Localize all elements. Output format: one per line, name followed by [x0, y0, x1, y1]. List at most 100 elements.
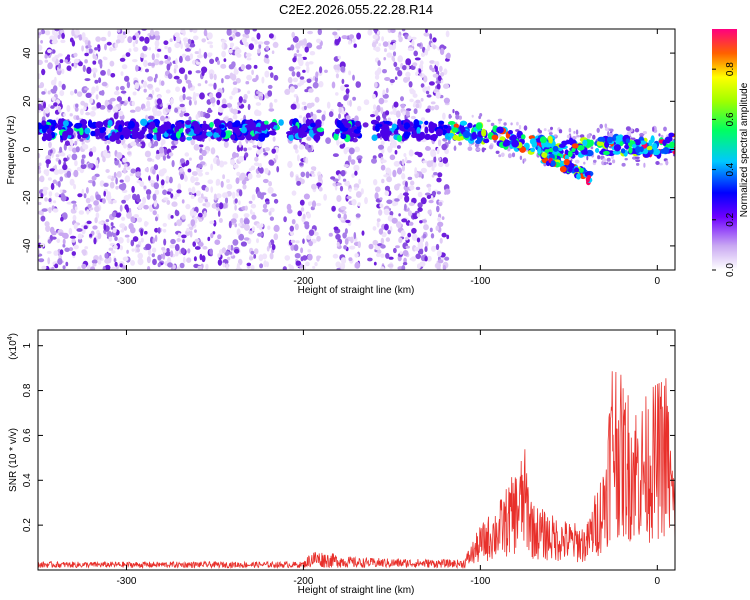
noise-dot — [260, 147, 264, 153]
noise-dot — [73, 52, 78, 58]
noise-dot — [40, 193, 44, 198]
noise-dot — [182, 239, 185, 244]
noise-dot — [154, 189, 160, 195]
noise-dot — [147, 248, 152, 256]
noise-dot — [250, 203, 257, 209]
ridge-blob — [41, 126, 48, 133]
noise-dot — [47, 90, 51, 95]
noise-dot — [221, 50, 227, 58]
noise-dot — [389, 211, 394, 216]
noise-dot — [335, 92, 339, 96]
noise-dot — [268, 211, 272, 216]
noise-dot — [193, 35, 199, 41]
noise-dot — [407, 176, 413, 180]
noise-dot — [316, 109, 322, 114]
noise-dot — [89, 110, 96, 117]
noise-dot — [247, 90, 251, 95]
ridge-blob — [174, 125, 180, 134]
noise-dot — [348, 188, 352, 193]
ridge-blob — [119, 134, 124, 140]
ridge-blob — [42, 132, 48, 137]
noise-dot — [179, 55, 183, 64]
ridge-blob — [231, 121, 240, 128]
noise-dot — [136, 247, 141, 253]
noise-dot — [174, 243, 180, 252]
ridge-blob — [248, 118, 254, 127]
noise-dot — [574, 159, 580, 164]
noise-dot — [248, 256, 254, 261]
snr-exponent-label: (x104) — [7, 333, 19, 360]
noise-dot — [243, 147, 248, 152]
noise-dot — [119, 245, 123, 251]
noise-dot — [146, 96, 152, 101]
noise-dot — [374, 81, 378, 88]
noise-dot — [305, 61, 310, 67]
noise-dot — [85, 112, 91, 116]
noise-dot — [337, 101, 342, 108]
ridge-blob — [371, 134, 378, 141]
noise-dot — [354, 261, 361, 269]
noise-dot — [426, 94, 432, 98]
ridge-blob — [429, 121, 434, 127]
noise-dot — [486, 119, 491, 123]
noise-dot — [93, 72, 96, 78]
noise-dot — [205, 186, 209, 192]
noise-dot — [342, 232, 347, 239]
noise-dot — [420, 167, 427, 174]
ridge-blob — [195, 129, 200, 135]
x-tick-label: 0 — [655, 276, 661, 287]
noise-dot — [257, 140, 263, 148]
noise-dot — [126, 81, 131, 89]
noise-dot — [201, 149, 207, 157]
noise-dot — [47, 239, 52, 244]
noise-dot — [59, 90, 65, 97]
ridge-blob — [668, 132, 675, 138]
noise-dot — [290, 239, 296, 244]
noise-dot — [53, 102, 58, 107]
ridge-blob — [316, 127, 325, 133]
noise-dot — [113, 171, 117, 179]
noise-dot — [75, 115, 80, 121]
noise-dot — [69, 139, 74, 147]
noise-dot — [74, 206, 78, 211]
noise-dot — [402, 192, 409, 197]
noise-dot — [424, 48, 429, 56]
noise-dot — [458, 141, 462, 146]
noise-dot — [167, 262, 173, 268]
noise-dot — [315, 202, 322, 207]
noise-dot — [256, 223, 261, 229]
noise-dot — [289, 171, 294, 178]
noise-dot — [259, 192, 264, 200]
noise-dot — [378, 97, 385, 105]
noise-dot — [612, 159, 616, 164]
noise-dot — [98, 77, 102, 84]
noise-dot — [174, 107, 179, 113]
noise-dot — [264, 167, 269, 175]
noise-dot — [226, 29, 232, 36]
noise-dot — [338, 113, 341, 119]
noise-dot — [383, 174, 389, 178]
noise-dot — [166, 200, 171, 205]
ridge-blob — [574, 150, 579, 156]
noise-dot — [156, 98, 163, 105]
svg-text:(x104): (x104) — [7, 333, 19, 360]
noise-dot — [425, 108, 431, 113]
noise-dot — [312, 81, 319, 89]
noise-dot — [325, 137, 331, 145]
noise-dot — [379, 203, 384, 208]
noise-dot — [430, 233, 435, 239]
noise-dot — [180, 29, 186, 34]
noise-dot — [157, 254, 162, 261]
noise-dot — [109, 97, 116, 102]
noise-dot — [248, 200, 253, 204]
ridge-blob — [90, 130, 96, 137]
noise-dot — [71, 63, 75, 67]
noise-dot — [444, 256, 450, 261]
noise-dot — [304, 46, 309, 53]
noise-dot — [558, 129, 563, 134]
noise-dot — [129, 109, 136, 113]
noise-dot — [287, 160, 293, 169]
noise-dot — [167, 213, 172, 220]
noise-dot — [190, 138, 196, 146]
noise-dot — [248, 168, 253, 172]
